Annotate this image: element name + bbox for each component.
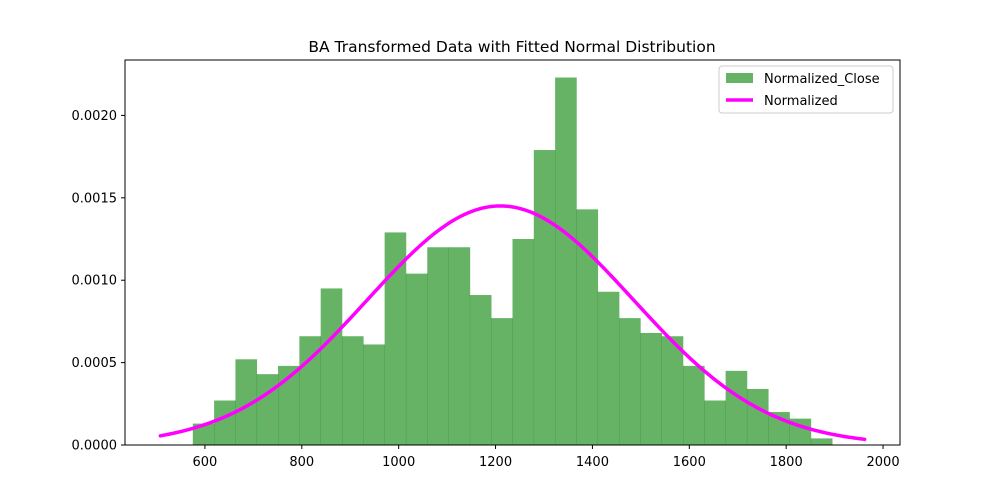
- x-tick-label: 800: [289, 455, 314, 470]
- histogram-bar: [512, 239, 535, 445]
- y-tick-label: 0.0020: [72, 109, 118, 124]
- histogram-bar: [746, 388, 769, 445]
- x-tick-label: 600: [193, 455, 218, 470]
- histogram-bar: [235, 359, 258, 445]
- legend-box: [718, 65, 894, 114]
- fitted-curve-layer: [158, 204, 867, 442]
- histogram-bar: [278, 365, 300, 445]
- histogram-bar: [704, 400, 726, 445]
- histogram-bar: [214, 400, 236, 445]
- x-tick-label: 1200: [479, 455, 512, 470]
- histogram-bar: [533, 150, 556, 446]
- histogram-bar: [597, 291, 620, 445]
- histogram-bar: [491, 318, 513, 445]
- x-tick-label: 1800: [770, 455, 803, 470]
- x-tick-label: 1600: [673, 455, 706, 470]
- y-tick-label: 0.0000: [72, 439, 118, 454]
- fitted-normal-curve: [158, 204, 867, 442]
- y-tick-label: 0.0010: [72, 274, 118, 289]
- histogram-bar: [555, 77, 577, 446]
- histogram-bar: [640, 332, 662, 445]
- legend: Normalized_Close Normalized: [718, 65, 894, 114]
- histogram-bar: [725, 370, 748, 445]
- y-axis: 0.0000 0.0005 0.0010 0.0015 0.0020: [72, 109, 125, 454]
- x-tick-label: 1000: [382, 455, 415, 470]
- histogram-bar: [661, 336, 684, 445]
- legend-histogram-label: Normalized_Close: [764, 72, 880, 87]
- x-tick-label: 2000: [867, 455, 900, 470]
- histogram-bar: [384, 232, 407, 445]
- histogram-bar: [619, 318, 641, 445]
- histogram-bar: [342, 336, 364, 445]
- histogram-bar: [448, 247, 471, 445]
- histogram-bar: [683, 365, 705, 445]
- y-tick-label: 0.0005: [72, 356, 118, 371]
- histogram-bar: [363, 344, 385, 445]
- plot-frame: [124, 59, 901, 446]
- histogram-bar: [320, 288, 343, 445]
- x-tick-label: 1400: [576, 455, 609, 470]
- histogram-bar: [576, 209, 599, 445]
- chart-title: BA Transformed Data with Fitted Normal D…: [308, 38, 715, 56]
- legend-curve-label: Normalized: [764, 94, 838, 109]
- histogram-bar: [405, 273, 428, 445]
- x-axis: 600 800 1000 1200 1400 1600 1800 2000: [193, 445, 900, 470]
- histogram-bar: [469, 295, 492, 445]
- legend-histogram-swatch: [726, 73, 753, 83]
- y-tick-label: 0.0015: [72, 191, 118, 206]
- histogram-bar: [427, 247, 449, 445]
- histogram-bar: [192, 423, 215, 445]
- histogram-bar: [256, 374, 279, 445]
- histogram-bar: [810, 438, 833, 445]
